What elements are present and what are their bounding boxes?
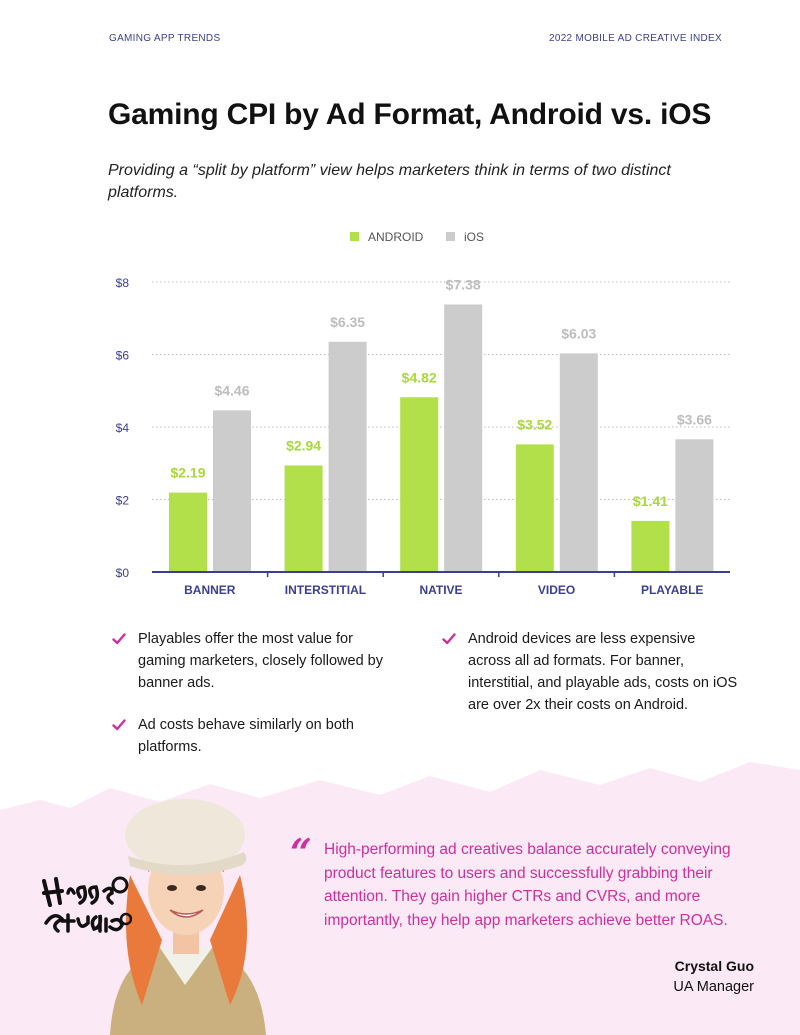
bar-value-label: $4.46 (214, 382, 249, 398)
bullet-text: Android devices are less expensive acros… (468, 631, 738, 713)
check-icon (442, 633, 456, 645)
page-subtitle: Providing a “split by platform” view hel… (108, 162, 671, 201)
bar-android (400, 397, 439, 572)
x-category-label: INTERSTITIAL (285, 583, 366, 597)
bar-value-label: $3.52 (517, 416, 552, 432)
bar-android (284, 465, 323, 572)
legend-label-android: ANDROID (368, 230, 424, 244)
author-name: Crystal Guo (674, 958, 754, 974)
header-section-label: GAMING APP TRENDS (109, 33, 221, 44)
bar-value-label: $6.35 (330, 314, 365, 330)
cpi-bar-chart: ANDROID iOS $0 $2 $4 $6 $8 $2.19 $4.46 BANNER $2.9… (116, 230, 730, 597)
y-tick-label: $8 (116, 276, 130, 290)
bar-ios (675, 439, 714, 572)
bar-value-label: $4.82 (402, 369, 437, 385)
bullet-item: Playables offer the most value for gamin… (112, 628, 402, 694)
quote-mark: “ (290, 830, 312, 875)
y-tick-label: $6 (116, 349, 130, 363)
testimonial-quote: High-performing ad creatives balance acc… (324, 841, 731, 929)
y-tick-label: $4 (116, 421, 130, 435)
bar-value-label: $3.66 (677, 411, 712, 427)
x-category-label: BANNER (184, 583, 236, 597)
author-role: UA Manager (673, 979, 754, 995)
bar-android (631, 520, 670, 572)
bullet-item: Android devices are less expensive acros… (442, 628, 742, 716)
bar-ios (328, 341, 367, 572)
x-category-label: NATIVE (419, 583, 462, 597)
bar-value-label: $1.41 (633, 493, 668, 509)
y-tick-label: $0 (116, 566, 130, 580)
bullet-list-right: Android devices are less expensive acros… (442, 628, 742, 736)
bar-android (169, 492, 207, 572)
bar-android (515, 444, 554, 572)
legend-swatch-android (350, 232, 359, 241)
bar-value-label: $2.19 (170, 465, 205, 481)
bar-value-label: $6.03 (561, 325, 596, 341)
page-title: Gaming CPI by Ad Format, Android vs. iOS (108, 98, 712, 131)
bar-value-label: $7.38 (446, 276, 481, 292)
bar-ios (213, 410, 251, 572)
bullet-text: Playables offer the most value for gamin… (138, 631, 383, 691)
bar-ios (559, 353, 598, 572)
check-icon (112, 719, 126, 731)
legend-swatch-ios (446, 232, 455, 241)
x-category-label: PLAYABLE (641, 583, 703, 597)
higgs-studio-logo (42, 876, 132, 933)
check-icon (112, 633, 126, 645)
x-category-label: VIDEO (538, 583, 575, 597)
bullet-item: Ad costs behave similarly on both platfo… (112, 714, 402, 758)
author-photo (110, 799, 266, 1035)
legend-label-ios: iOS (464, 230, 484, 244)
bullet-text: Ad costs behave similarly on both platfo… (138, 717, 354, 755)
header-report-label: 2022 MOBILE AD CREATIVE INDEX (548, 33, 722, 44)
y-tick-label: $2 (116, 494, 130, 508)
bar-ios (444, 304, 483, 572)
bar-value-label: $2.94 (286, 437, 321, 453)
bullet-list-left: Playables offer the most value for gamin… (112, 628, 402, 778)
